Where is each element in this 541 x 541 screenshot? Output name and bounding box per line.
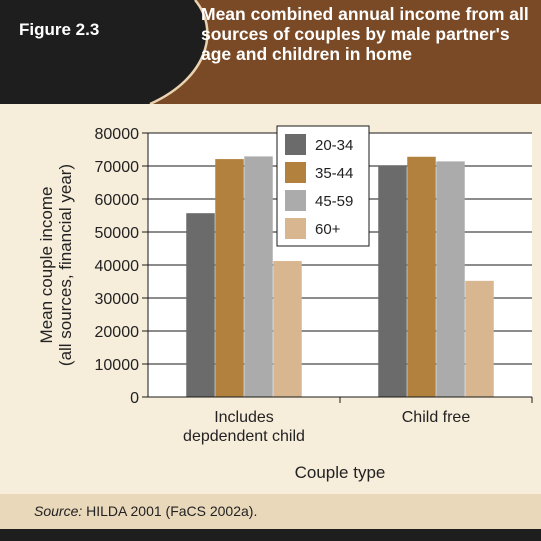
legend-swatch-20-34 xyxy=(285,134,306,155)
legend-label: 45-59 xyxy=(315,193,353,210)
source-bar: Source: HILDA 2001 (FaCS 2002a). xyxy=(0,494,541,529)
source-citation: HILDA 2001 (FaCS 2002a). xyxy=(82,503,258,519)
header-black-swoosh xyxy=(0,0,209,104)
y-tick-label: 50000 xyxy=(95,225,140,242)
y-axis-title: Mean couple income(all sources, financia… xyxy=(37,164,75,366)
chart-panel: 0 10000 20000 30000 40000 50000 60000 70000 8000… xyxy=(0,104,541,494)
bottom-strip xyxy=(0,529,541,541)
source-label: Source: xyxy=(34,503,83,519)
y-tick-label: 20000 xyxy=(95,324,140,341)
legend-label: 60+ xyxy=(315,221,341,238)
x-category-label: Includes depdendent child xyxy=(183,409,305,445)
legend-label: 35-44 xyxy=(315,165,353,182)
legend-swatch-45-59 xyxy=(285,190,306,211)
bar-60+-1 xyxy=(273,261,302,397)
bar-35-44-2 xyxy=(407,156,436,397)
legend: 20-34 35-44 45-59 60+ xyxy=(276,125,370,247)
x-axis-title: Couple type xyxy=(295,463,386,482)
y-tick-label: 40000 xyxy=(95,258,140,275)
source-note: Source: HILDA 2001 (FaCS 2002a). xyxy=(34,503,257,519)
x-category-label: Child free xyxy=(402,409,471,426)
bar-20-34-1 xyxy=(186,213,215,397)
figure-label: Figure 2.3 xyxy=(19,20,100,39)
bar-20-34-2 xyxy=(378,166,407,397)
bars xyxy=(186,156,494,397)
y-tick-label: 10000 xyxy=(95,357,140,374)
axes: 0 10000 20000 30000 40000 50000 60000 70000 8000… xyxy=(37,126,533,482)
figure-title: Mean combined annual income from all sou… xyxy=(201,4,529,64)
bar-35-44-1 xyxy=(215,159,244,397)
bar-45-59-2 xyxy=(436,161,465,397)
y-tick-label: 60000 xyxy=(95,192,140,209)
bar-60+-2 xyxy=(465,280,494,397)
figure-header: Figure 2.3 Mean combined annual income f… xyxy=(0,0,541,104)
y-tick-label: 30000 xyxy=(95,291,140,308)
y-tick-label: 80000 xyxy=(95,126,140,143)
bar-45-59-1 xyxy=(244,156,273,397)
y-tick-label: 0 xyxy=(130,390,139,407)
bar-chart: 0 10000 20000 30000 40000 50000 60000 70000 8000… xyxy=(37,125,533,482)
legend-swatch-35-44 xyxy=(285,162,306,183)
legend-swatch-60+ xyxy=(285,218,306,239)
legend-label: 20-34 xyxy=(315,137,353,154)
y-tick-label: 70000 xyxy=(95,159,140,176)
